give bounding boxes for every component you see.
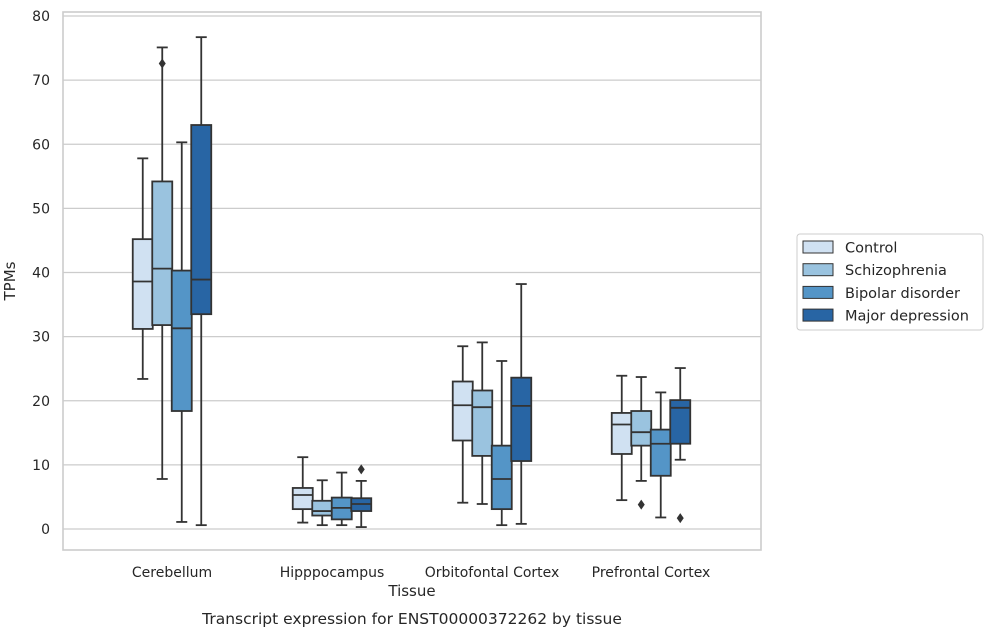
chart-caption: Transcript expression for ENST0000037226… — [201, 610, 622, 628]
iqr-box — [291, 487, 314, 511]
box-schizophrenia — [151, 46, 174, 480]
y-axis-ticks: 0 10 20 30 40 50 60 70 80 — [32, 9, 50, 538]
x-axis-label: Tissue — [387, 582, 435, 600]
x-axis-ticks: Cerebellum Hipppocampus Orbitofontal Corte… — [132, 565, 710, 581]
legend-swatch — [802, 285, 834, 299]
legend-box — [796, 233, 984, 331]
iqr-box — [311, 499, 334, 517]
iqr-box — [669, 399, 692, 445]
iqr-box — [490, 444, 513, 511]
y-tick-label-40: 40 — [32, 266, 50, 282]
legend-label: Control — [845, 241, 897, 257]
y-tick-label-10: 10 — [32, 458, 50, 474]
y-tick-label-70: 70 — [32, 73, 50, 89]
legend-swatch — [802, 308, 834, 322]
y-tick-label-30: 30 — [32, 330, 50, 346]
iqr-box — [510, 376, 533, 462]
legend-label: Bipolar disorder — [845, 286, 960, 302]
y-tick-label-80: 80 — [32, 9, 50, 25]
outlier-marker — [357, 464, 365, 475]
box-bipolar-disorder — [170, 141, 193, 523]
plot-frame — [62, 11, 762, 551]
legend-swatch — [802, 263, 834, 277]
outlier-marker — [637, 499, 645, 510]
iqr-box — [190, 124, 213, 316]
legend-label: Major depression — [845, 309, 969, 325]
iqr-box — [649, 428, 672, 477]
iqr-box — [610, 412, 633, 455]
legend: Control Schizophrenia Bipolar disorder Majo… — [796, 233, 984, 331]
x-tick-label: Prefrontal Cortex — [592, 565, 711, 581]
iqr-box — [471, 389, 494, 457]
iqr-box — [131, 238, 154, 330]
y-axis-label: TPMs — [1, 261, 19, 301]
y-tick-label-20: 20 — [32, 394, 50, 410]
iqr-box — [451, 380, 474, 442]
iqr-box — [630, 410, 653, 447]
iqr-box — [151, 180, 174, 326]
box-control — [451, 345, 474, 504]
box-bipolar-disorder — [649, 391, 672, 519]
y-tick-label-0: 0 — [41, 522, 50, 538]
plot-area — [131, 36, 692, 528]
box-bipolar-disorder — [490, 360, 513, 527]
box-major-depression — [350, 464, 373, 528]
y-tick-label-50: 50 — [32, 201, 50, 217]
y-tick-label-60: 60 — [32, 137, 50, 153]
box-schizophrenia — [471, 341, 494, 505]
x-tick-label: Cerebellum — [132, 565, 212, 581]
x-tick-label: Orbitofontal Cortex — [425, 565, 560, 581]
x-tick-label: Hipppocampus — [280, 565, 385, 581]
outlier-marker — [158, 58, 166, 69]
box-major-depression — [669, 367, 692, 524]
box-major-depression — [510, 283, 533, 525]
box-major-depression — [190, 36, 213, 527]
box-control — [291, 456, 314, 524]
legend-label: Schizophrenia — [845, 263, 947, 279]
box-schizophrenia — [630, 376, 653, 510]
iqr-box — [170, 269, 193, 412]
legend-swatch — [802, 240, 834, 254]
box-control — [610, 374, 633, 502]
outlier-marker — [676, 513, 684, 524]
